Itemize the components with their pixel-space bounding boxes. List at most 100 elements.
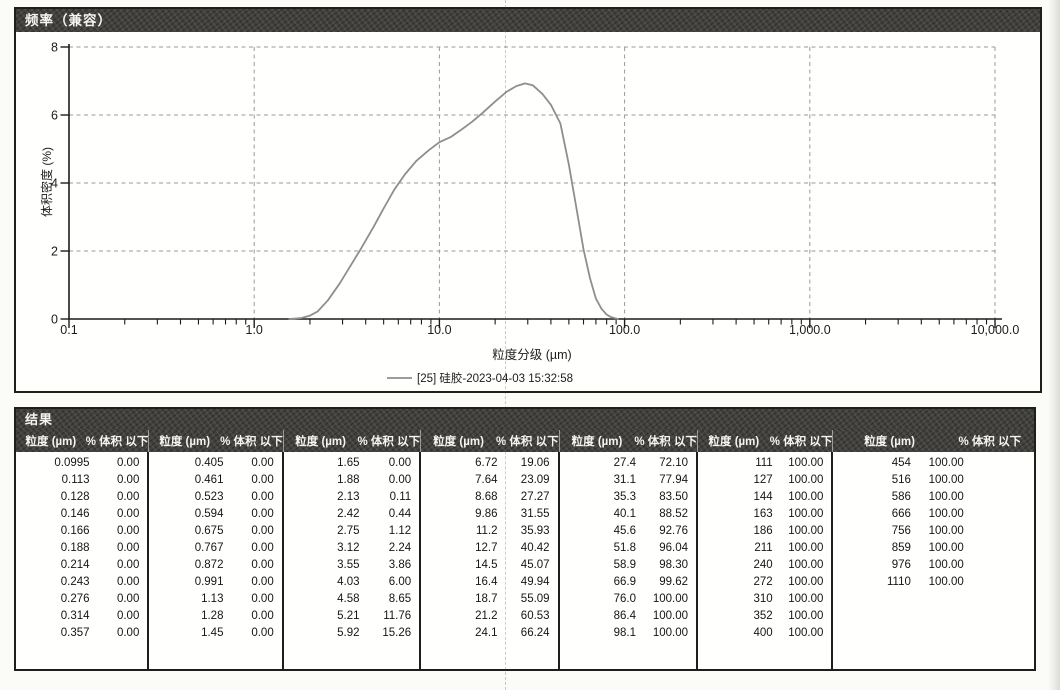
pct-below-value: 23.09 [520, 474, 550, 486]
table-row: 6.72 19.06 [421, 455, 557, 472]
table-row: 0.0995 0.00 [16, 455, 147, 472]
size-value: 144 [753, 491, 773, 503]
pct-below-value: 0.00 [251, 627, 274, 639]
pct-below-value: 100.00 [788, 610, 824, 622]
size-value: 4.58 [337, 593, 360, 605]
size-column-header: 粒度 (µm) [159, 436, 211, 448]
pct-below-column-header: % 体积 以下 [220, 436, 283, 448]
table-row: 0.188 0.00 [16, 540, 147, 557]
size-value: 9.86 [475, 508, 498, 520]
frequency-curve [288, 82, 619, 320]
pct-below-column-header: % 体积 以下 [634, 436, 698, 448]
table-row: 454 100.00 [833, 455, 971, 472]
x-tick-label: 10,000.0 [971, 323, 1020, 337]
pct-below-value: 0.00 [116, 491, 140, 503]
y-axis-title: 体积密度 (%) [39, 147, 54, 217]
size-value: 859 [891, 542, 911, 554]
pct-below-value: 100.00 [788, 474, 824, 486]
table-row: 3.55 3.86 [284, 557, 419, 574]
results-table-panel: 结果 粒度 (µm)% 体积 以下 粒度 (µm)% 体积 以下 粒度 (µm)% … [14, 407, 1036, 671]
size-column-header: 粒度 (µm) [708, 436, 760, 448]
pct-below-value: 83.50 [659, 491, 689, 503]
pct-below-value: 0.00 [251, 576, 274, 588]
size-value: 0.214 [60, 559, 90, 571]
size-value: 7.64 [475, 474, 498, 486]
size-value: 0.357 [60, 627, 90, 639]
pct-below-value: 49.94 [520, 576, 550, 588]
table-row: 76.0 100.00 [560, 591, 696, 608]
table-row: 51.8 96.04 [560, 540, 696, 557]
size-value: 454 [891, 457, 911, 469]
size-value: 1.88 [337, 474, 360, 486]
pct-below-value: 0.00 [251, 491, 274, 503]
size-value: 24.1 [475, 627, 498, 639]
table-row: 0.675 0.00 [149, 523, 281, 540]
size-value: 40.1 [613, 508, 636, 520]
pct-below-value: 0.00 [116, 610, 140, 622]
table-row: 3.12 2.24 [284, 540, 419, 557]
pct-below-value: 100.00 [928, 559, 964, 571]
size-value: 3.55 [337, 559, 360, 571]
table-row: 516 100.00 [833, 472, 971, 489]
size-value: 0.523 [194, 491, 224, 503]
size-value: 11.2 [476, 525, 498, 537]
size-value: 352 [753, 610, 773, 622]
size-value: 1.28 [201, 610, 224, 622]
pct-below-value: 0.00 [251, 457, 274, 469]
pct-below-value: 27.27 [520, 491, 550, 503]
pct-below-column-header: % 体积 以下 [769, 436, 833, 448]
pct-below-value: 0.11 [389, 491, 412, 503]
table-row: 240 100.00 [698, 557, 831, 574]
pct-below-value: 92.76 [659, 525, 689, 537]
size-column-header: 粒度 (µm) [295, 436, 346, 448]
pct-below-value: 77.94 [659, 474, 689, 486]
size-value: 0.675 [194, 525, 224, 537]
size-value: 666 [891, 508, 911, 520]
table-row: 1.28 0.00 [149, 608, 281, 625]
pct-below-value: 88.52 [659, 508, 689, 520]
size-value: 14.5 [475, 559, 498, 571]
table-row: 0.523 0.00 [149, 489, 281, 506]
results-header-group: 粒度 (µm) % 体积 以下 [698, 430, 834, 452]
pct-below-value: 100.00 [788, 627, 824, 639]
pct-below-value: 100.00 [928, 474, 964, 486]
pct-below-value: 0.00 [251, 508, 274, 520]
table-row: 272 100.00 [698, 574, 831, 591]
legend-label: [25] 硅胶-2023-04-03 15:32:58 [417, 371, 573, 385]
results-group: 0.0995 0.00 0.113 0.00 0.128 0.00 0.146 0.00 0.1… [16, 452, 150, 669]
table-row: 16.4 49.94 [421, 574, 557, 591]
size-value: 66.9 [613, 576, 636, 588]
table-row: 2.75 1.12 [284, 523, 419, 540]
pct-below-value: 0.00 [116, 576, 140, 588]
results-group: 454 100.00 516 100.00 586 100.00 666 100.00 756 1… [833, 452, 1034, 669]
size-value: 516 [891, 474, 911, 486]
size-value: 2.42 [337, 508, 360, 520]
table-row: 18.7 55.09 [421, 591, 557, 608]
pct-below-column-header: % 体积 以下 [958, 436, 1022, 448]
table-row: 7.64 23.09 [421, 472, 557, 489]
pct-below-value: 100.00 [788, 593, 824, 605]
pct-below-value: 0.00 [251, 474, 274, 486]
y-tick-label: 0 [51, 313, 58, 327]
frequency-chart-panel: 频率（兼容） 0 2 4 6 8 0.1 1.0 10.0 100.0 1,000.0 10,000… [14, 7, 1042, 393]
pct-below-column-header: % 体积 以下 [357, 436, 421, 448]
table-row: 4.03 6.00 [284, 574, 419, 591]
table-row: 5.21 11.76 [284, 608, 419, 625]
size-value: 0.0995 [54, 457, 90, 469]
results-group: 27.4 72.10 31.1 77.94 35.3 83.50 40.1 88.52 45.6… [560, 452, 699, 669]
table-row: 21.2 60.53 [421, 608, 557, 625]
size-value: 18.7 [475, 593, 498, 605]
pct-below-value: 96.04 [659, 542, 689, 554]
pct-below-value: 100.00 [928, 491, 964, 503]
pct-below-column-header: % 体积 以下 [495, 436, 559, 448]
table-row: 1.88 0.00 [284, 472, 419, 489]
pct-below-value: 100.00 [788, 576, 824, 588]
table-row: 859 100.00 [833, 540, 971, 557]
pct-below-value: 100.00 [652, 610, 689, 622]
pct-below-value: 0.00 [251, 542, 274, 554]
size-value: 240 [753, 559, 773, 571]
size-value: 756 [891, 525, 911, 537]
pct-below-value: 98.30 [659, 559, 689, 571]
size-column-header: 粒度 (µm) [25, 436, 77, 448]
pct-below-column-header: % 体积 以下 [85, 436, 149, 448]
